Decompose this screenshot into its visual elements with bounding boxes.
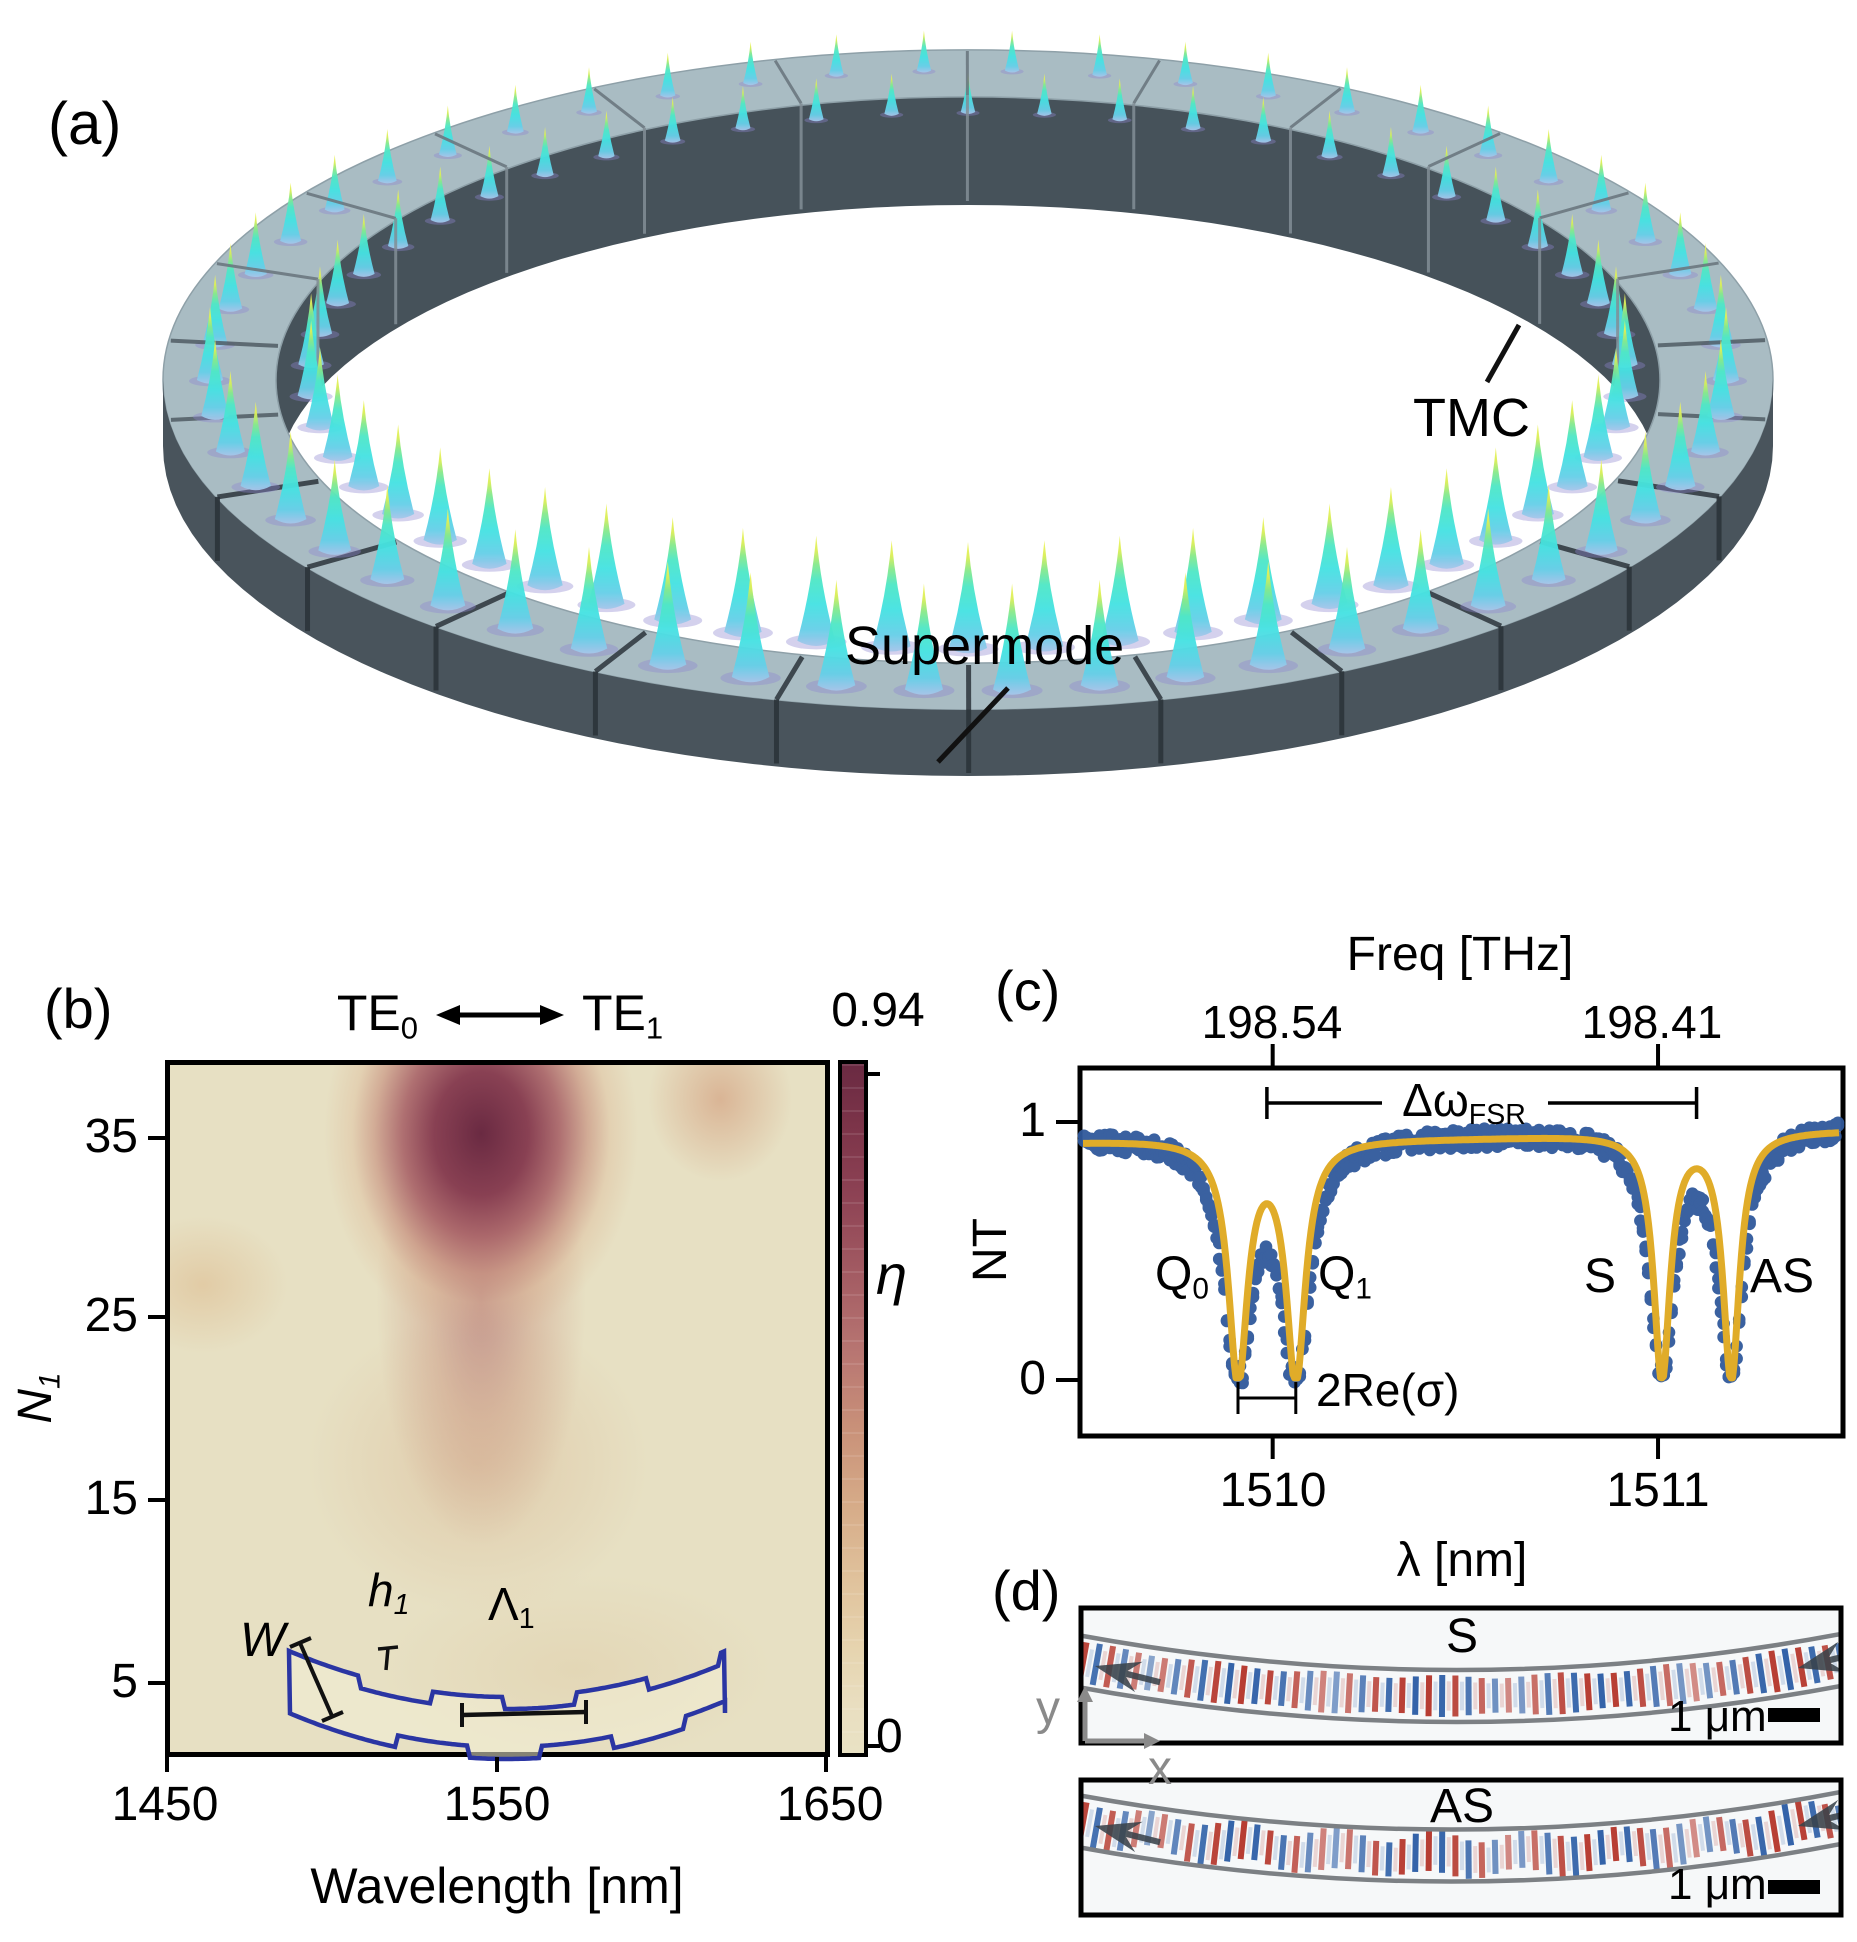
c-splitting-annotation: 2Re(σ) bbox=[1316, 1364, 1460, 1416]
cbar-bottom-tick bbox=[866, 1744, 880, 1748]
b-xtick-1550 bbox=[495, 1757, 499, 1772]
b-ytick-label-25: 25 bbox=[84, 1289, 138, 1342]
c-top-tick-label-1: 198.41 bbox=[1581, 996, 1723, 1048]
c-ytick-label-1: 1 bbox=[1019, 1094, 1046, 1147]
b-xtick-1450 bbox=[165, 1757, 169, 1772]
c-resonance-label-as: AS bbox=[1749, 1250, 1815, 1303]
c-resonance-label-q0: Q0 bbox=[1155, 1248, 1209, 1306]
d-scalebar-label-s: 1 μm bbox=[1668, 1692, 1767, 1741]
waveguide-inset-sketch bbox=[286, 1636, 728, 1762]
heatmap-plot bbox=[165, 1060, 830, 1757]
c-xtick-label-1511: 1511 bbox=[1606, 1464, 1710, 1517]
b-ytick-label-35: 35 bbox=[84, 1110, 138, 1163]
panel-a-label: (a) bbox=[48, 90, 122, 157]
double-arrow-icon bbox=[436, 1005, 564, 1026]
tmc-annotation: TMC bbox=[1413, 388, 1530, 448]
colorbar bbox=[838, 1060, 868, 1757]
b-ytick-25 bbox=[148, 1315, 165, 1319]
b-ytick-label-15: 15 bbox=[84, 1472, 138, 1525]
b-ytick-5 bbox=[148, 1681, 165, 1685]
transmission-spectrum-plot bbox=[1056, 1044, 1846, 1459]
panel-d-label: (d) bbox=[992, 1559, 1061, 1622]
c-fsr-annotation: ΔωFSR bbox=[1402, 1074, 1526, 1131]
b-xtick-label-1450: 1450 bbox=[111, 1778, 219, 1831]
d-yaxis-label: y bbox=[1036, 1682, 1060, 1735]
d-xaxis-label: x bbox=[1148, 1742, 1172, 1795]
c-xtick-label-1510: 1510 bbox=[1219, 1464, 1327, 1517]
inset-period-label: Λ1 bbox=[488, 1578, 535, 1635]
b-xtick-label-1650: 1650 bbox=[776, 1778, 884, 1831]
colorbar-title: η bbox=[876, 1243, 908, 1306]
te0-mode-label: TE0 bbox=[336, 985, 418, 1046]
colorbar-max-label: 0.94 bbox=[831, 984, 925, 1037]
b-xaxis-title: Wavelength [nm] bbox=[310, 1858, 684, 1914]
c-top-tick-label-0: 198.54 bbox=[1201, 996, 1343, 1048]
b-ytick-15 bbox=[148, 1498, 165, 1502]
c-xaxis-title: λ [nm] bbox=[1396, 1534, 1528, 1587]
cbar-top-tick bbox=[866, 1072, 880, 1076]
d-scalebar-label-as: 1 μm bbox=[1668, 1860, 1767, 1909]
c-top-axis-title: Freq [THz] bbox=[1346, 928, 1574, 981]
panel-c-label: (c) bbox=[995, 959, 1061, 1022]
c-ytick-label-0: 0 bbox=[1019, 1352, 1046, 1405]
ring-resonator-3d-render bbox=[162, 30, 1774, 776]
d-mode-label-s: S bbox=[1445, 1610, 1478, 1663]
c-resonance-label-q1: Q1 bbox=[1318, 1248, 1372, 1306]
panel-b-title: TE0 TE1 bbox=[235, 984, 765, 1047]
c-resonance-label-s: S bbox=[1583, 1250, 1616, 1303]
te1-mode-label: TE1 bbox=[582, 985, 664, 1046]
d-mode-label-as: AS bbox=[1429, 1780, 1495, 1833]
b-ytick-35 bbox=[148, 1136, 165, 1140]
b-ytick-label-5: 5 bbox=[111, 1655, 138, 1708]
b-xtick-1650 bbox=[824, 1757, 828, 1772]
c-yaxis-title: NT bbox=[963, 1218, 1017, 1282]
colorbar-min-label: 0 bbox=[876, 1710, 903, 1763]
panel-b-label: (b) bbox=[44, 977, 113, 1040]
supermode-annotation: Supermode bbox=[845, 616, 1125, 676]
supermode-field-maps bbox=[1077, 1605, 1844, 1918]
b-xtick-label-1550: 1550 bbox=[443, 1778, 551, 1831]
b-yaxis-title: N1 bbox=[9, 1372, 67, 1424]
inset-height-label: h1 bbox=[368, 1564, 410, 1621]
inset-width-label: W bbox=[240, 1614, 286, 1667]
